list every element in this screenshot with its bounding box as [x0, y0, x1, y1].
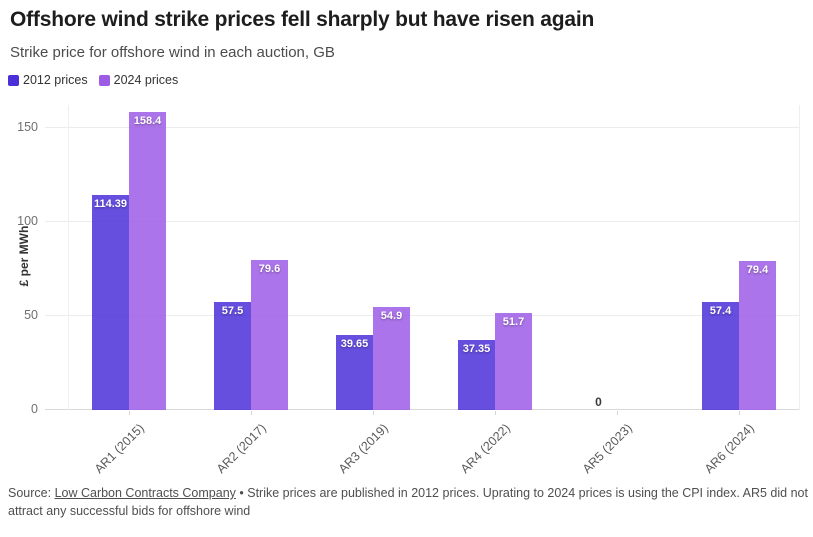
bar[interactable]: 57.4	[702, 302, 739, 410]
bar-value-label: 79.4	[746, 263, 769, 276]
legend: 2012 prices 2024 prices	[8, 73, 178, 87]
bar-value-label: 158.4	[133, 115, 162, 128]
bar-group	[556, 105, 678, 410]
x-axis-tick	[129, 411, 130, 415]
y-tick-label: 50	[24, 308, 38, 322]
bar[interactable]: 37.35	[458, 339, 495, 410]
legend-item-2024: 2024 prices	[98, 73, 179, 87]
bar-value-label: 79.6	[258, 263, 281, 276]
bar[interactable]: 114.39	[92, 194, 129, 410]
plot-area: 114.39 158.4 57.5 79.6 39.65 54.9 37.35 51.7 0 57…	[45, 105, 800, 410]
x-axis-tick	[495, 411, 496, 415]
y-tick-label: 0	[31, 402, 38, 416]
bar-value-label: 37.35	[462, 342, 491, 355]
bar-group: 39.65 54.9	[312, 105, 434, 410]
plot-edge-line	[799, 105, 800, 410]
bar-value-label: 57.4	[709, 305, 732, 318]
bar[interactable]: 39.65	[336, 335, 373, 410]
legend-swatch-2012	[8, 74, 19, 86]
page-title: Offshore wind strike prices fell sharply…	[10, 8, 595, 31]
y-tick-label: 150	[17, 120, 38, 134]
bar[interactable]: 51.7	[495, 312, 532, 410]
x-axis-tick	[617, 411, 618, 415]
chart: £ per MWh 114.39 158.4 57.5 79.6 39.65 54.9 37…	[17, 105, 800, 476]
gridline	[45, 409, 800, 410]
bar[interactable]: 79.4	[739, 260, 776, 410]
bar-group: 57.5 79.6	[190, 105, 312, 410]
bar[interactable]: 54.9	[373, 306, 410, 410]
y-tick-label: 100	[17, 214, 38, 228]
footnote-text: Strike prices are published in 2012 pric…	[8, 486, 808, 519]
source-prefix: Source:	[8, 486, 55, 500]
gridline	[45, 221, 800, 222]
bar-value-label: 57.5	[221, 304, 244, 317]
gridline	[45, 315, 800, 316]
plot-edge-line	[68, 105, 69, 410]
bar-group: 57.4 79.4	[678, 105, 800, 410]
bar-group: 114.39 158.4	[68, 105, 190, 410]
source-separator: •	[235, 486, 248, 500]
legend-item-2012: 2012 prices	[8, 73, 88, 87]
bar-value-label: 51.7	[502, 315, 525, 328]
bar-value-zero: 0	[595, 395, 602, 409]
source-note: Source: Low Carbon Contracts Company • S…	[8, 484, 808, 520]
bar-group: 37.35 51.7	[434, 105, 556, 410]
legend-swatch-2024	[98, 74, 110, 86]
chart-subtitle: Strike price for offshore wind in each a…	[10, 44, 335, 61]
bar[interactable]: 79.6	[251, 260, 288, 410]
bar-value-label: 39.65	[340, 338, 369, 351]
bar[interactable]: 57.5	[214, 301, 251, 410]
bar-value-label: 54.9	[380, 309, 403, 322]
legend-label-2012: 2012 prices	[23, 73, 88, 87]
x-axis-tick	[251, 411, 252, 415]
x-axis-tick	[739, 411, 740, 415]
gridline	[45, 127, 800, 128]
source-link[interactable]: Low Carbon Contracts Company	[54, 486, 236, 500]
legend-label-2024: 2024 prices	[113, 73, 179, 87]
bar[interactable]: 158.4	[129, 112, 166, 410]
x-axis-tick	[373, 411, 374, 415]
bar-value-label: 114.39	[93, 197, 128, 210]
